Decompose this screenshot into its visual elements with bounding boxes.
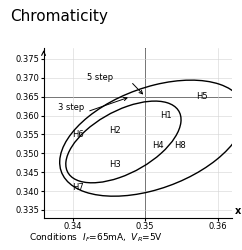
- Text: H2: H2: [109, 126, 121, 135]
- Text: 5 step: 5 step: [87, 73, 113, 82]
- Text: H1: H1: [160, 111, 171, 120]
- Text: H8: H8: [174, 141, 186, 150]
- Text: Conditions  $I_F$=65mA,  $V_R$=5V: Conditions $I_F$=65mA, $V_R$=5V: [29, 231, 163, 244]
- Text: H6: H6: [73, 130, 84, 139]
- Text: H4: H4: [152, 141, 164, 150]
- Text: H7: H7: [73, 183, 84, 192]
- Text: H5: H5: [196, 92, 208, 101]
- Text: x: x: [234, 206, 241, 216]
- Text: Chromaticity: Chromaticity: [10, 9, 107, 24]
- Text: H3: H3: [109, 160, 121, 169]
- Text: 3 step: 3 step: [58, 104, 84, 112]
